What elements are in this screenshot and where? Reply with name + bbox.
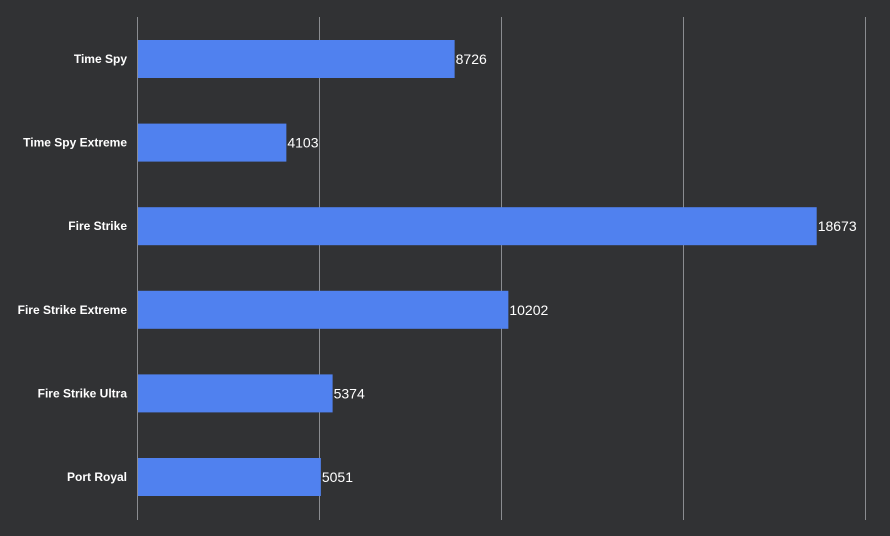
category-labels: Time Spy Time Spy Extreme Fire Strike Fire … <box>18 52 128 484</box>
bars <box>138 40 817 496</box>
value-label: 5374 <box>334 385 365 401</box>
value-label: 8726 <box>456 51 487 67</box>
gridlines <box>137 17 866 520</box>
value-label: 10202 <box>509 302 548 318</box>
value-label: 18673 <box>818 218 857 234</box>
category-label: Fire Strike <box>68 219 127 233</box>
bar <box>138 207 817 246</box>
value-label: 4103 <box>287 135 318 151</box>
value-labels: 8726 4103 18673 10202 5374 5051 <box>287 51 856 485</box>
category-label: Fire Strike Ultra <box>38 386 128 400</box>
category-label: Fire Strike Extreme <box>18 303 128 317</box>
bar <box>138 290 509 329</box>
bar <box>138 374 333 413</box>
bar <box>138 458 321 496</box>
bar <box>138 123 287 162</box>
category-label: Time Spy <box>74 52 127 66</box>
category-label: Port Royal <box>67 470 127 484</box>
bar <box>138 40 455 78</box>
value-label: 5051 <box>322 469 353 485</box>
category-label: Time Spy Extreme <box>23 136 127 150</box>
